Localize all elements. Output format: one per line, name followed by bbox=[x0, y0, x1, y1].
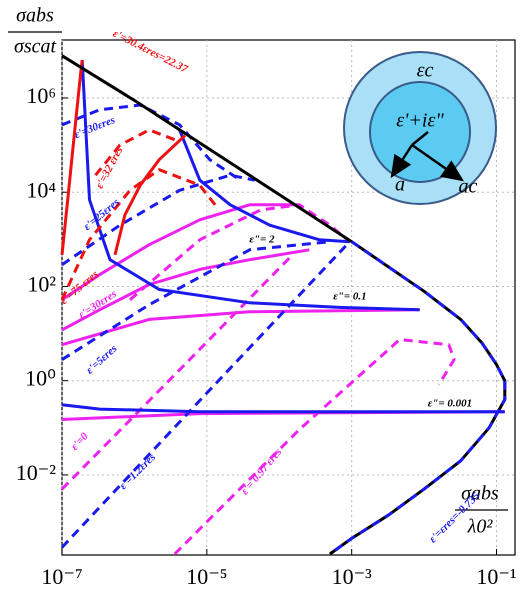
inner-core bbox=[370, 82, 470, 182]
annotation: ε'=1.2εres bbox=[117, 451, 158, 492]
x-tick-label: 10⁻⁷ bbox=[41, 564, 82, 589]
x-tick-label: 10⁻⁵ bbox=[186, 564, 227, 589]
x-label-denominator: λ0² bbox=[467, 516, 494, 538]
x-tick-label: 10⁻³ bbox=[332, 564, 373, 589]
annotation: ε"= 0.001 bbox=[428, 398, 472, 410]
series-line bbox=[62, 60, 82, 255]
x-tick-label: 10⁻¹ bbox=[476, 564, 516, 589]
y-tick-label: 10⁴ bbox=[26, 177, 56, 202]
inset-ac-label: ac bbox=[459, 176, 478, 198]
y-tick-label: 10⁰ bbox=[25, 366, 56, 391]
y-label-numerator: σabs bbox=[16, 5, 54, 27]
annotation: ε'=5εres bbox=[84, 343, 120, 377]
inset-a-label: a bbox=[395, 174, 405, 196]
inset-outer-label: εc bbox=[417, 60, 434, 82]
annotation: ε'=30.4εres=22.37 bbox=[111, 28, 190, 76]
y-tick-label: 10⁶ bbox=[26, 83, 56, 108]
annotation: ε'= 0.97 εres bbox=[239, 446, 285, 497]
y-tick-label: 10⁻² bbox=[16, 460, 57, 485]
series-line bbox=[175, 340, 454, 555]
y-label-denominator: σscat bbox=[14, 36, 57, 58]
annotation: ε"= 2 bbox=[249, 234, 275, 246]
page: εc ε'+iε" a ac σabs σscat σabs λ0² 10⁻⁷1… bbox=[0, 0, 525, 597]
inset-inner-label: ε'+iε" bbox=[396, 110, 444, 132]
series-line bbox=[330, 242, 505, 554]
annotation: ε'=0 bbox=[69, 430, 91, 453]
series-line bbox=[62, 242, 350, 548]
y-tick-label: 10² bbox=[27, 272, 56, 297]
annotation: ε"= 0.1 bbox=[333, 291, 366, 303]
annotation: ε'=32 εres bbox=[94, 145, 126, 191]
inset-diagram: εc ε'+iε" a ac bbox=[344, 52, 496, 204]
chart: εc ε'+iε" a ac σabs σscat σabs λ0² 10⁻⁷1… bbox=[0, 0, 525, 597]
